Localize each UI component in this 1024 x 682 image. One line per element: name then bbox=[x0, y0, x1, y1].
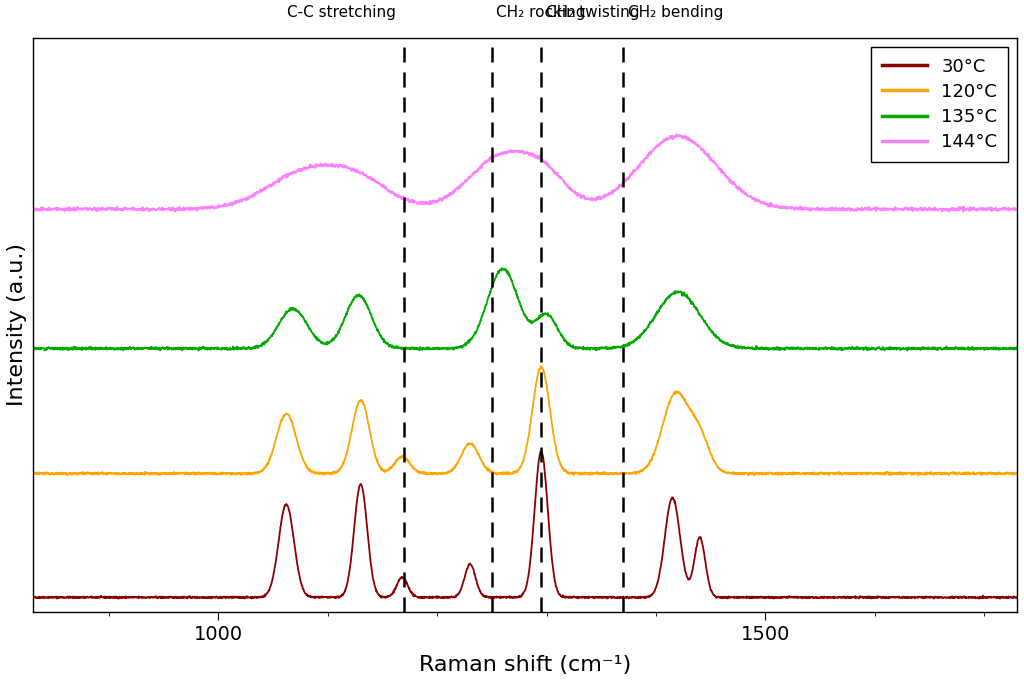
135°C bbox=[992, 344, 1005, 352]
Text: CH₂ bending: CH₂ bending bbox=[628, 5, 723, 20]
Text: C-C stretching: C-C stretching bbox=[287, 5, 395, 20]
120°C bbox=[886, 469, 898, 477]
135°C bbox=[886, 344, 898, 352]
Text: CH₂ twisting: CH₂ twisting bbox=[546, 5, 639, 20]
135°C bbox=[446, 344, 459, 353]
Y-axis label: Intensity (a.u.): Intensity (a.u.) bbox=[7, 243, 27, 406]
135°C bbox=[901, 346, 913, 355]
135°C bbox=[197, 344, 209, 353]
120°C bbox=[992, 469, 1005, 477]
Line: 120°C: 120°C bbox=[33, 366, 1017, 475]
30°C bbox=[992, 593, 1005, 601]
144°C bbox=[886, 205, 898, 213]
144°C bbox=[992, 206, 1005, 214]
120°C bbox=[885, 471, 897, 479]
120°C bbox=[446, 465, 459, 473]
30°C bbox=[886, 593, 898, 601]
144°C bbox=[197, 204, 209, 212]
144°C bbox=[27, 205, 39, 213]
120°C bbox=[1011, 470, 1023, 478]
144°C bbox=[957, 207, 970, 216]
Line: 30°C: 30°C bbox=[33, 451, 1017, 599]
144°C bbox=[138, 206, 151, 214]
135°C bbox=[27, 345, 39, 353]
30°C bbox=[535, 447, 547, 455]
135°C bbox=[138, 344, 151, 352]
30°C bbox=[27, 593, 39, 602]
120°C bbox=[197, 469, 209, 477]
Line: 144°C: 144°C bbox=[33, 134, 1017, 211]
Legend: 30°C, 120°C, 135°C, 144°C: 30°C, 120°C, 135°C, 144°C bbox=[870, 47, 1008, 162]
30°C bbox=[1011, 593, 1023, 602]
30°C bbox=[446, 593, 459, 602]
120°C bbox=[27, 469, 39, 477]
135°C bbox=[1011, 343, 1023, 351]
144°C bbox=[446, 190, 459, 198]
30°C bbox=[113, 595, 125, 603]
120°C bbox=[138, 468, 151, 476]
120°C bbox=[535, 362, 547, 370]
30°C bbox=[139, 593, 152, 602]
135°C bbox=[496, 264, 508, 272]
X-axis label: Raman shift (cm⁻¹): Raman shift (cm⁻¹) bbox=[419, 655, 631, 675]
144°C bbox=[403, 197, 416, 205]
Text: CH₂ rocking: CH₂ rocking bbox=[497, 5, 586, 20]
144°C bbox=[671, 130, 683, 138]
144°C bbox=[1011, 205, 1023, 213]
30°C bbox=[198, 593, 210, 602]
120°C bbox=[403, 459, 416, 467]
30°C bbox=[404, 588, 417, 596]
135°C bbox=[403, 344, 416, 353]
Line: 135°C: 135°C bbox=[33, 268, 1017, 351]
